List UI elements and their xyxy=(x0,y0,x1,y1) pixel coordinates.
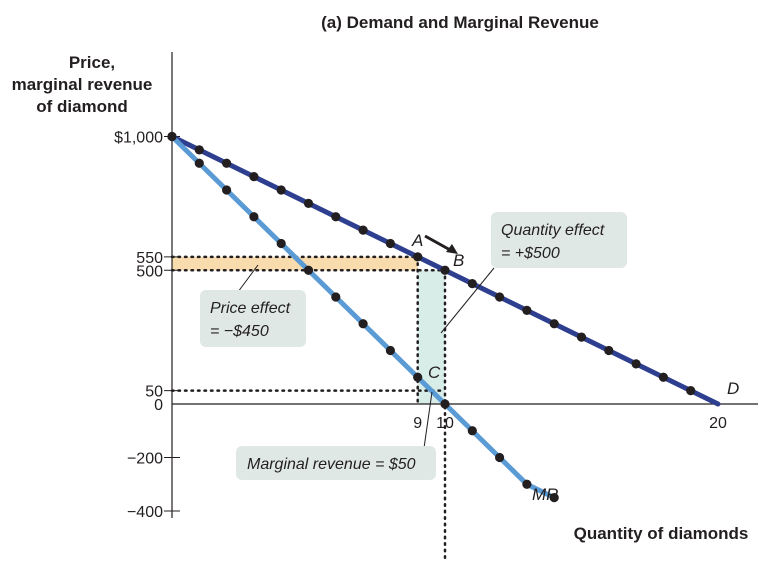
y-tick-label: 550 xyxy=(136,250,163,267)
price-effect-callout: Price effect = −$450 xyxy=(200,290,306,347)
y-axis-label-line-1: Price, xyxy=(69,53,115,72)
point-label-b: B xyxy=(453,251,464,270)
quantity-effect-line-2: = +$500 xyxy=(501,245,560,262)
price-effect-area xyxy=(172,256,418,271)
quantity-effect-leader xyxy=(440,267,495,334)
data-point-mr xyxy=(440,399,450,409)
price-effect-line-1: Price effect xyxy=(210,300,291,317)
x-ticks: 9 10 20 xyxy=(413,415,727,432)
a-to-b-arrow xyxy=(424,234,458,254)
y-tick-label: 0 xyxy=(154,397,163,414)
data-point-d xyxy=(385,238,395,249)
data-point-mr xyxy=(331,292,341,302)
x-axis-label: Quantity of diamonds xyxy=(574,524,749,543)
marginal-revenue-callout: Marginal revenue = $50 xyxy=(236,446,436,480)
data-point-d xyxy=(495,292,505,302)
data-point-mr xyxy=(249,212,259,222)
data-point-mr xyxy=(549,493,559,503)
data-point-mr xyxy=(303,265,314,275)
chart-title: (a) Demand and Marginal Revenue xyxy=(321,13,599,32)
series-label-mr: MR xyxy=(532,485,558,504)
data-point-d xyxy=(549,319,559,329)
data-point-d xyxy=(522,305,532,315)
y-axis-label-line-2: marginal revenue xyxy=(12,75,153,94)
y-tick-label: −200 xyxy=(127,451,163,468)
quantity-effect-callout: Quantity effect = +$500 xyxy=(491,212,627,268)
point-label-a: A xyxy=(411,231,423,250)
y-tick-label: $1,000 xyxy=(114,130,163,147)
data-point-d xyxy=(276,185,286,195)
data-point-mr xyxy=(385,345,395,356)
point-label-c: C xyxy=(428,363,441,382)
data-point-d xyxy=(686,386,696,396)
data-point-mr xyxy=(495,452,505,463)
data-point-mr xyxy=(413,372,423,382)
marginal-revenue-text: Marginal revenue = $50 xyxy=(247,456,416,473)
x-tick-label: 10 xyxy=(436,415,454,432)
x-tick-label: 9 xyxy=(413,415,422,432)
data-point-d xyxy=(467,279,477,289)
marginal-revenue-leader xyxy=(423,391,433,449)
data-points xyxy=(167,131,696,503)
data-point-d xyxy=(576,332,587,342)
data-point-d xyxy=(222,158,232,168)
data-point-mr xyxy=(467,426,477,436)
data-point-mr xyxy=(276,238,286,249)
data-point-d xyxy=(331,212,341,222)
data-point-d xyxy=(440,265,450,275)
data-point-mr xyxy=(194,158,204,168)
x-tick-label: 20 xyxy=(709,415,727,432)
data-point-d xyxy=(604,345,614,356)
y-tick-label: 500 xyxy=(136,263,163,280)
y-tick-label: 50 xyxy=(145,384,163,401)
data-point-d xyxy=(658,372,669,382)
data-point-mr xyxy=(358,319,368,329)
data-point-d xyxy=(194,145,204,155)
quantity-effect-line-1: Quantity effect xyxy=(501,222,605,239)
data-point-d xyxy=(249,172,259,182)
data-point-d xyxy=(358,225,368,235)
data-point-d xyxy=(303,198,314,208)
data-point-mr xyxy=(222,185,232,195)
y-axis-label-line-3: of diamond xyxy=(36,97,128,116)
data-point-d xyxy=(631,359,641,369)
series-label-d: D xyxy=(727,379,739,398)
price-effect-line-2: = −$450 xyxy=(210,323,269,340)
y-tick-label: −400 xyxy=(127,504,163,521)
data-point-mr xyxy=(522,479,532,489)
data-point-mr xyxy=(167,131,177,142)
data-point-d xyxy=(413,252,423,262)
